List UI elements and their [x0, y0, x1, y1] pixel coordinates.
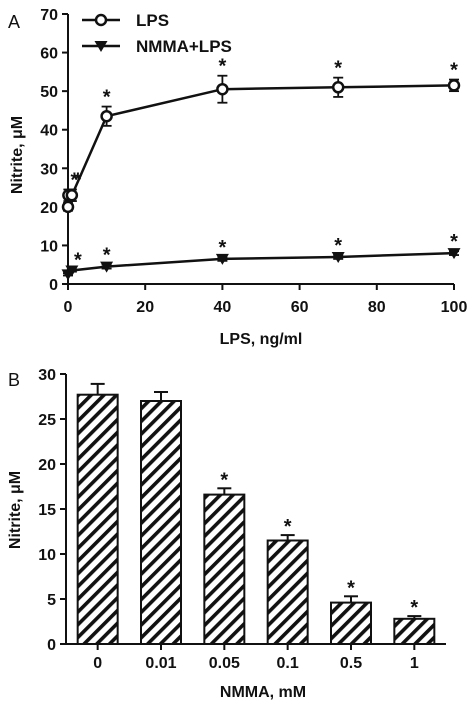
a-y-tick-label: 30 [40, 161, 58, 178]
lps-point [216, 82, 229, 96]
panel-b-label: B [8, 370, 20, 390]
b-y-tick-label: 5 [47, 592, 56, 609]
nmma-significance-star: * [74, 249, 82, 271]
b-x-tick-label: 0.5 [340, 655, 362, 672]
b-x-tick-label: 0.05 [209, 655, 240, 672]
bar-significance-star: * [220, 469, 228, 491]
b-y-tick-label: 20 [38, 457, 56, 474]
lps-significance-star: * [103, 87, 111, 109]
nmma-significance-star: * [219, 237, 227, 259]
b-x-tick-label: 0.1 [277, 655, 299, 672]
bar-significance-star: * [410, 597, 418, 619]
bar [393, 617, 436, 645]
b-x-label: NMMA, mM [220, 684, 306, 701]
bar-significance-star: * [347, 577, 355, 599]
b-x-tick-label: 0 [93, 655, 102, 672]
lps-significance-star: * [334, 58, 342, 80]
lps-point [100, 109, 113, 123]
a-y-tick-label: 20 [40, 200, 58, 217]
legend-nmma-marker [94, 41, 108, 52]
nmma-significance-star: * [103, 245, 111, 267]
nmma-point [65, 265, 79, 277]
b-y-tick-label: 10 [38, 547, 56, 564]
a-x-tick-label: 80 [368, 299, 386, 316]
b-y-label: Nitrite, μM [7, 471, 24, 549]
chart-b: B 0 5 10 15 20 25 30 0 0.01 * 0.05 * 0.1 * 0.5 * 1 Nitr… [7, 367, 446, 701]
bar [266, 539, 309, 645]
nmma-significance-star: * [450, 231, 458, 253]
b-y-tick-label: 30 [38, 367, 56, 384]
nmma-point [331, 252, 345, 263]
lps-point [61, 200, 75, 214]
a-y-tick-label: 60 [40, 46, 58, 63]
legend-nmma-label: NMMA+LPS [136, 37, 232, 56]
nmma-point [447, 248, 461, 260]
lps-point [65, 189, 79, 202]
b-x-tick-label: 1 [410, 655, 419, 672]
bar [76, 393, 119, 646]
legend-lps-marker [94, 13, 108, 27]
a-x-tick-label: 0 [64, 299, 73, 316]
lps-point [447, 79, 461, 92]
legend-lps-label: LPS [136, 11, 169, 30]
nmma-series-line [67, 251, 455, 276]
a-series: **** * ** * * * * [61, 56, 461, 281]
a-x-label: LPS, ng/ml [220, 331, 303, 348]
a-y-ticks: 0 10 20 30 40 50 60 70 [40, 7, 68, 294]
b-bars: 0 0.01 * 0.05 * 0.1 * 0.5 * 1 [76, 382, 436, 672]
a-y-tick-label: 10 [40, 238, 58, 255]
a-legend: LPS NMMA+LPS [82, 11, 232, 56]
bar [330, 601, 372, 645]
b-y-tick-label: 25 [38, 412, 56, 429]
a-y-tick-label: 40 [40, 123, 58, 140]
a-y-label: Nitrite, μM [9, 116, 26, 194]
bar-significance-star: * [284, 516, 292, 538]
bar [203, 493, 246, 645]
a-y-tick-label: 70 [40, 7, 58, 24]
lps-point [331, 81, 345, 94]
b-y-ticks: 0 5 10 15 20 25 30 [38, 367, 66, 654]
panel-a-label: A [8, 12, 20, 32]
b-y-tick-label: 0 [47, 637, 56, 654]
nmma-point [100, 261, 114, 273]
a-x-tick-label: 40 [214, 299, 232, 316]
a-x-tick-label: 100 [441, 299, 468, 316]
lps-significance-star: * [219, 56, 227, 78]
lps-significance-star: * [450, 60, 458, 82]
nmma-point [215, 253, 229, 265]
b-y-tick-label: 15 [38, 502, 56, 519]
lps-series-line [66, 84, 455, 207]
a-y-tick-label: 0 [49, 277, 58, 294]
lps-significance-star: * [74, 170, 82, 192]
a-x-tick-label: 60 [291, 299, 309, 316]
b-x-tick-label: 0.01 [145, 655, 176, 672]
a-x-tick-label: 20 [136, 299, 154, 316]
lps-significance-star: * [70, 170, 78, 192]
nmma-significance-star: * [334, 235, 342, 257]
a-y-tick-label: 50 [40, 84, 58, 101]
a-x-ticks: 0 20 40 60 80 100 [64, 284, 468, 316]
bar [140, 400, 182, 645]
